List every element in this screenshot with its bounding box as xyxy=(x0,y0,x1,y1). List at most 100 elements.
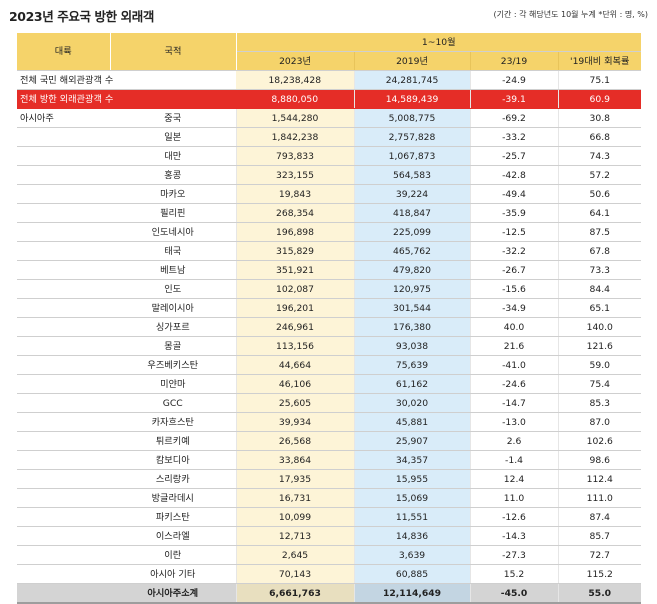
table-row: 아시아주 중국 1,544,280 5,008,775 -69.2 30.8 xyxy=(17,108,641,128)
region-cell xyxy=(17,222,110,242)
change-23-19: -33.2 xyxy=(470,127,559,147)
recovery-rate: 66.8 xyxy=(558,127,641,147)
change-23-19: -13.0 xyxy=(470,412,559,432)
recovery-rate: 102.6 xyxy=(558,431,641,451)
region-cell xyxy=(17,469,110,489)
country-name: GCC xyxy=(110,393,237,413)
value-2023: 323,155 xyxy=(236,165,355,185)
visitor-table: 대륙 국적 1~10월 2023년 2019년 23/19 '19대비 회복률 … xyxy=(17,33,641,604)
recovery-rate: 64.1 xyxy=(558,203,641,223)
change-23-19: -26.7 xyxy=(470,260,559,280)
recovery-rate: 112.4 xyxy=(558,469,641,489)
change-23-19: -12.6 xyxy=(470,507,559,527)
value-2023: 8,880,050 xyxy=(236,89,355,109)
region-cell xyxy=(17,431,110,451)
country-name: 싱가포르 xyxy=(110,317,237,337)
change-23-19: -14.7 xyxy=(470,393,559,413)
value-2023: 39,934 xyxy=(236,412,355,432)
recovery-rate: 75.1 xyxy=(558,70,641,90)
asia-subtotal-row: 아시아주소계 6,661,763 12,114,649 -45.0 55.0 xyxy=(17,583,641,604)
change-23-19: -24.9 xyxy=(470,70,559,90)
value-2023: 44,664 xyxy=(236,355,355,375)
table-row: 말레이시아 196,201 301,544 -34.9 65.1 xyxy=(17,298,641,318)
page: 2023년 주요국 방한 외래객 (기간 : 각 해당년도 10월 누계 *단위… xyxy=(9,9,648,604)
value-2019: 24,281,745 xyxy=(354,70,471,90)
value-2019: 61,162 xyxy=(354,374,471,394)
change-23-19: -42.8 xyxy=(470,165,559,185)
value-2019: 14,836 xyxy=(354,526,471,546)
recovery-rate: 87.4 xyxy=(558,507,641,527)
value-2019: 564,583 xyxy=(354,165,471,185)
change-23-19: -14.3 xyxy=(470,526,559,546)
table-row: 방글라데시 16,731 15,069 11.0 111.0 xyxy=(17,488,641,508)
country-name: 방글라데시 xyxy=(110,488,237,508)
recovery-rate: 75.4 xyxy=(558,374,641,394)
recovery-rate: 140.0 xyxy=(558,317,641,337)
region-cell xyxy=(17,507,110,527)
value-2019: 15,955 xyxy=(354,469,471,489)
table-row: 이스라엘 12,713 14,836 -14.3 85.7 xyxy=(17,526,641,546)
region-cell xyxy=(17,317,110,337)
change-23-19: 40.0 xyxy=(470,317,559,337)
change-23-19: -1.4 xyxy=(470,450,559,470)
change-23-19: -32.2 xyxy=(470,241,559,261)
value-2019: 1,067,873 xyxy=(354,146,471,166)
table-row: 인도 102,087 120,975 -15.6 84.4 xyxy=(17,279,641,299)
country-name: 말레이시아 xyxy=(110,298,237,318)
region-cell xyxy=(17,450,110,470)
table-row: 우즈베키스탄 44,664 75,639 -41.0 59.0 xyxy=(17,355,641,375)
change-23-19: -69.2 xyxy=(470,108,559,128)
region-cell xyxy=(17,393,110,413)
recovery-rate: 50.6 xyxy=(558,184,641,204)
value-2019: 30,020 xyxy=(354,393,471,413)
country-name: 우즈베키스탄 xyxy=(110,355,237,375)
country-name: 미얀마 xyxy=(110,374,237,394)
value-2023: 246,961 xyxy=(236,317,355,337)
header-period: 1~10월 xyxy=(236,33,641,52)
table-row: 이란 2,645 3,639 -27.3 72.7 xyxy=(17,545,641,565)
recovery-rate: 60.9 xyxy=(558,89,641,109)
region-cell xyxy=(17,336,110,356)
change-23-19: -12.5 xyxy=(470,222,559,242)
country-name: 홍콩 xyxy=(110,165,237,185)
change-23-19: -34.9 xyxy=(470,298,559,318)
recovery-rate: 84.4 xyxy=(558,279,641,299)
change-23-19: 2.6 xyxy=(470,431,559,451)
change-23-19: -35.9 xyxy=(470,203,559,223)
country-name: 태국 xyxy=(110,241,237,261)
value-2023: 12,713 xyxy=(236,526,355,546)
value-2023: 268,354 xyxy=(236,203,355,223)
value-2023: 26,568 xyxy=(236,431,355,451)
header-recovery: '19대비 회복률 xyxy=(557,51,641,71)
country-name: 튀르키예 xyxy=(110,431,237,451)
table-row: 대만 793,833 1,067,873 -25.7 74.3 xyxy=(17,146,641,166)
table-row: 필리핀 268,354 418,847 -35.9 64.1 xyxy=(17,203,641,223)
table-row: 카자흐스탄 39,934 45,881 -13.0 87.0 xyxy=(17,412,641,432)
value-2023: 351,921 xyxy=(236,260,355,280)
table-row: GCC 25,605 30,020 -14.7 85.3 xyxy=(17,393,641,413)
recovery-rate: 85.7 xyxy=(558,526,641,546)
table-row: 싱가포르 246,961 176,380 40.0 140.0 xyxy=(17,317,641,337)
table-row: 인도네시아 196,898 225,099 -12.5 87.5 xyxy=(17,222,641,242)
change-23-19: 21.6 xyxy=(470,336,559,356)
region-cell xyxy=(17,355,110,375)
change-23-19: -39.1 xyxy=(470,89,559,109)
value-2023: 19,843 xyxy=(236,184,355,204)
value-2019: 34,357 xyxy=(354,450,471,470)
table-row: 캄보디아 33,864 34,357 -1.4 98.6 xyxy=(17,450,641,470)
value-2019: 93,038 xyxy=(354,336,471,356)
change-23-19: -15.6 xyxy=(470,279,559,299)
table-header: 대륙 국적 1~10월 2023년 2019년 23/19 '19대비 회복률 xyxy=(17,33,641,71)
country-name: 카자흐스탄 xyxy=(110,412,237,432)
value-2023: 25,605 xyxy=(236,393,355,413)
recovery-rate: 67.8 xyxy=(558,241,641,261)
country-name: 인도네시아 xyxy=(110,222,237,242)
country-name: 일본 xyxy=(110,127,237,147)
country-name: 이스라엘 xyxy=(110,526,237,546)
region-cell xyxy=(17,583,110,604)
country-name: 아시아 기타 xyxy=(110,564,237,584)
value-2019: 15,069 xyxy=(354,488,471,508)
table-row: 스리랑카 17,935 15,955 12.4 112.4 xyxy=(17,469,641,489)
recovery-rate: 74.3 xyxy=(558,146,641,166)
value-2019: 45,881 xyxy=(354,412,471,432)
